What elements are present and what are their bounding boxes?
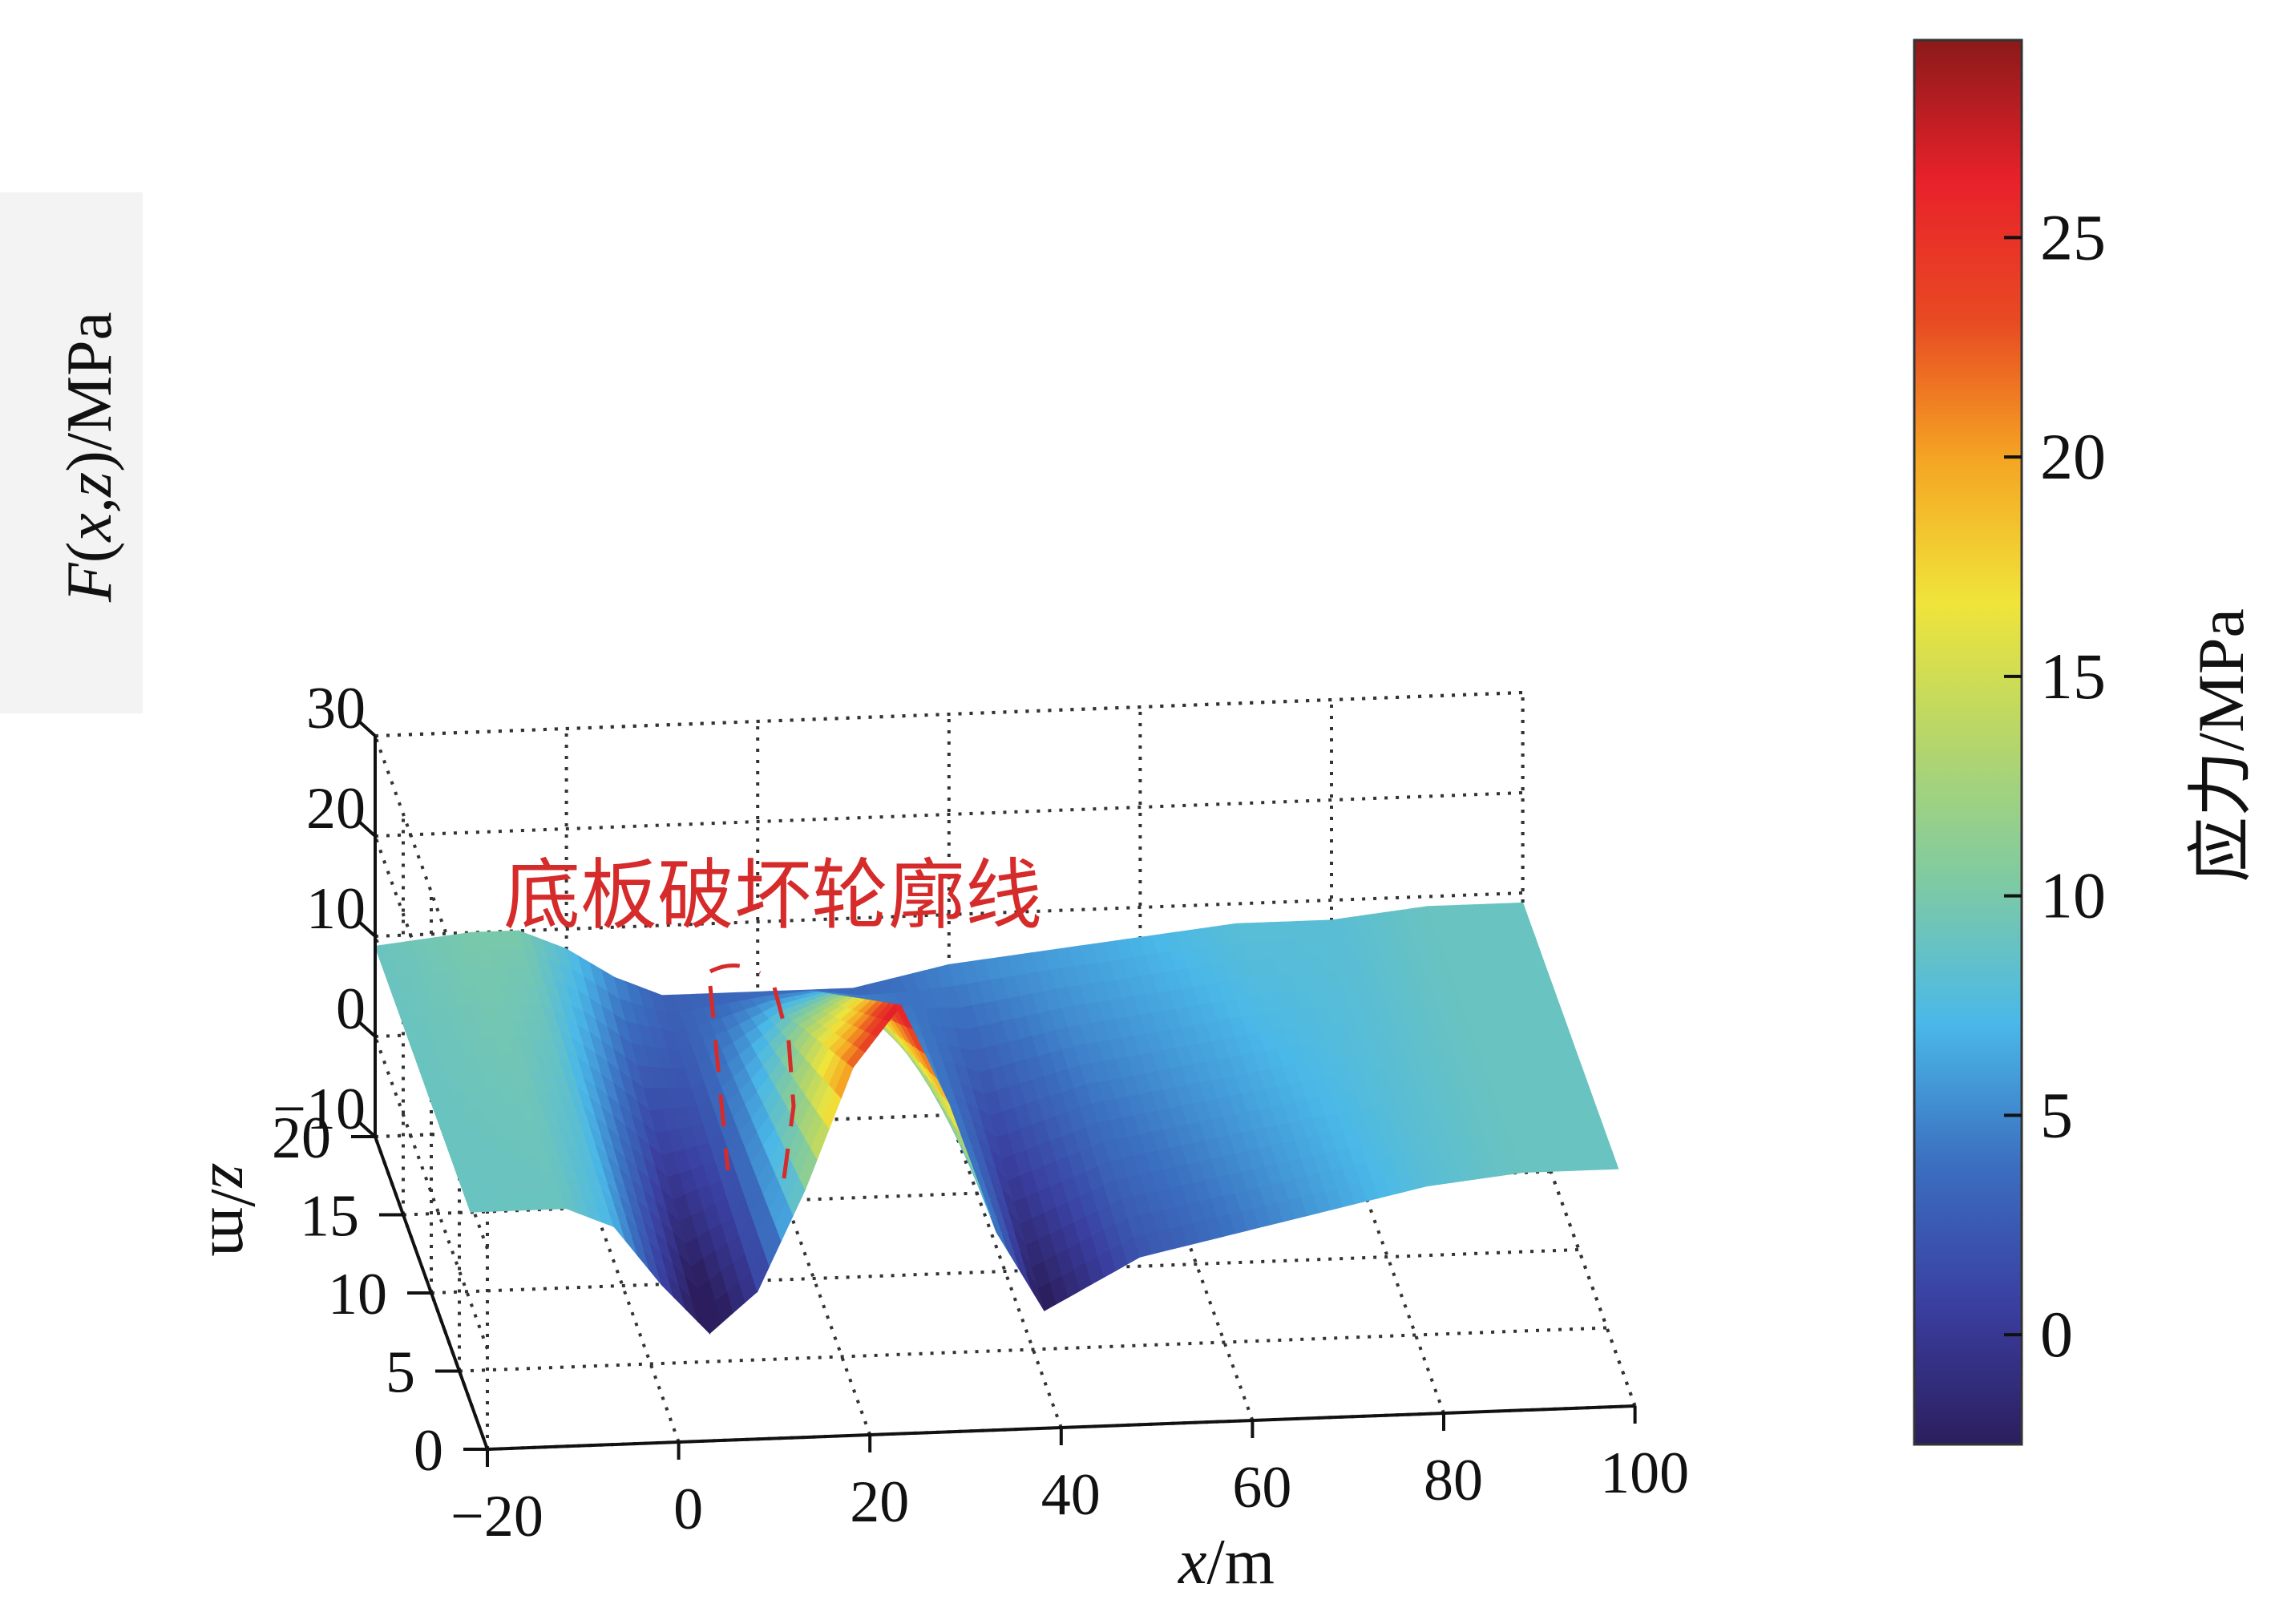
x-tick-label-100: 100 <box>1600 1440 1689 1506</box>
grid-floor-y-10 <box>430 1248 1579 1295</box>
colorbar-tick-label-0: 0 <box>2040 1298 2073 1371</box>
contour-right <box>772 987 796 1179</box>
colorbar-bar <box>1913 38 2023 1446</box>
stress-surface <box>374 902 1619 1335</box>
f-tick-mark-10 <box>358 920 377 938</box>
f-tick-mark-0 <box>358 1020 377 1038</box>
colorbar-tick-label-20: 20 <box>2040 420 2106 493</box>
grid-top-back-edge <box>374 691 1523 737</box>
colorbar-tick-label-15: 15 <box>2040 640 2106 713</box>
z-axis-unit: /m <box>198 1189 269 1256</box>
colorbar-tick-label-5: 5 <box>2040 1078 2073 1151</box>
f-tick-label-20: 20 <box>306 776 366 842</box>
f-tick-label-10: 10 <box>306 876 366 942</box>
x-tick-label-60: 60 <box>1232 1455 1291 1521</box>
z-tick-label-20: 20 <box>272 1105 331 1171</box>
colorbar-ticks: 0 5 10 15 20 25 <box>2004 200 2106 1371</box>
contour-left <box>708 985 730 1171</box>
f-tick-mark-30 <box>358 720 377 737</box>
x-tick-label--20: −20 <box>451 1484 543 1549</box>
x-tick-label-20: 20 <box>850 1469 909 1535</box>
x-axis-label: x/m <box>1178 1527 1275 1598</box>
f-axis-var: F <box>55 562 125 603</box>
colorbar-tick-label-10: 10 <box>2040 859 2106 932</box>
grid-floor-y-5 <box>459 1326 1607 1373</box>
colorbar: 0 5 10 15 20 25 应力/MPa <box>1913 38 2257 1446</box>
z-tick-label-5: 5 <box>386 1340 415 1406</box>
x-tick-label-80: 80 <box>1424 1448 1483 1513</box>
failure-contour-label: 底板破坏轮廓线 <box>503 853 1042 939</box>
failure-contour-line <box>708 963 796 1179</box>
surface-cell <box>1599 1151 1619 1170</box>
f-tick-mark--10 <box>358 1121 377 1138</box>
f-tick-mark-20 <box>358 820 377 838</box>
colorbar-tick-label-25: 25 <box>2040 200 2106 273</box>
z-tick-label-15: 15 <box>300 1184 359 1250</box>
grid-back-z-10 <box>374 891 1523 938</box>
x-axis-var: x <box>1178 1527 1207 1598</box>
contour-top <box>709 963 762 976</box>
f-tick-label-0: 0 <box>336 976 366 1042</box>
grid-back-z-20 <box>374 791 1523 838</box>
f-tick-label--10: −10 <box>273 1077 366 1142</box>
x-axis-unit: /m <box>1207 1527 1275 1598</box>
f-tick-label-30: 30 <box>306 676 366 741</box>
z-axis-label: z/m <box>198 1163 269 1257</box>
f-axis-x: x,z <box>55 472 125 543</box>
f-axis-paren-open: ( <box>55 542 125 564</box>
f-axis-rest: )/MPa <box>55 312 125 472</box>
z-tick-label-10: 10 <box>328 1262 387 1327</box>
f-axis-label: F(x,z)/MPa <box>55 312 125 603</box>
x-tick-label-0: 0 <box>673 1477 703 1542</box>
x-tick-label-40: 40 <box>1041 1462 1101 1528</box>
colorbar-label: 应力/MPa <box>2184 608 2257 883</box>
zlabel-background <box>0 192 143 713</box>
z-tick-label-0: 0 <box>414 1418 443 1484</box>
z-axis-var: z <box>198 1163 269 1189</box>
